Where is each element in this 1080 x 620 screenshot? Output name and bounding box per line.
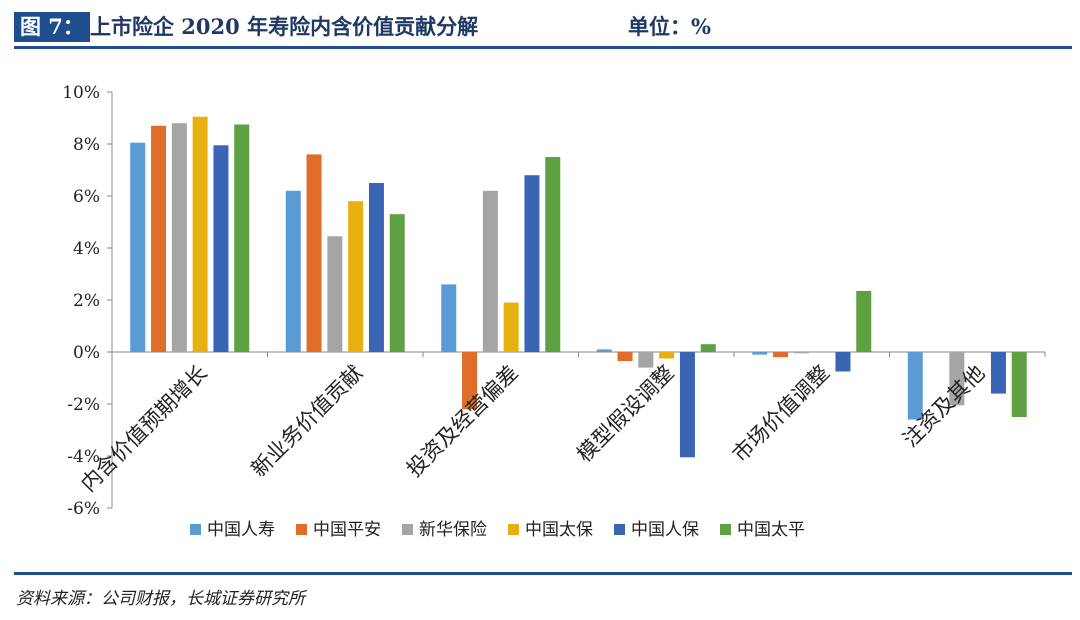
y-tick-label: -4%: [67, 447, 100, 467]
y-tick-label: 8%: [73, 135, 100, 155]
bar: [638, 352, 654, 368]
figure-label: 图 7：: [14, 12, 90, 42]
bar: [171, 123, 187, 352]
legend-swatch: [190, 524, 201, 535]
legend-swatch: [508, 524, 519, 535]
bar: [192, 116, 208, 352]
bar: [856, 290, 872, 352]
bar: [306, 154, 322, 352]
legend-swatch: [614, 524, 625, 535]
category-label: 内含价值预期增长: [76, 361, 212, 497]
legend-swatch: [720, 524, 731, 535]
y-tick-label: 0%: [73, 343, 100, 363]
bar: [285, 190, 301, 352]
bar: [617, 352, 633, 362]
title-divider: [14, 46, 1072, 49]
bar: [462, 352, 478, 410]
y-tick-label: 6%: [73, 187, 100, 207]
chart-title: 上市险企 2020 年寿险内含价值贡献分解: [90, 14, 479, 39]
bar: [213, 145, 229, 352]
y-tick-label: 2%: [73, 291, 100, 311]
bar: [835, 352, 851, 372]
bar-chart: 10%8%6%4%2%0%-2%-4%-6%内含价值预期增长 新业务价值贡献 投资及…: [62, 83, 1046, 540]
legend-label: 新华保险: [419, 520, 487, 540]
legend-label: 中国人寿: [207, 520, 275, 540]
unit-label: 单位：%: [628, 14, 711, 39]
bar: [752, 352, 768, 355]
legend-label: 中国平安: [313, 520, 381, 540]
bar: [907, 352, 923, 420]
category-label: 模型假设调整: [572, 361, 678, 467]
bar: [1011, 352, 1027, 417]
y-tick-label: -2%: [67, 395, 100, 415]
source-divider: [14, 572, 1072, 575]
legend-swatch: [402, 524, 413, 535]
bar: [130, 142, 146, 352]
bar: [679, 352, 695, 458]
source-note: 资料来源：公司财报，长城证券研究所: [16, 589, 305, 609]
bar: [659, 352, 675, 359]
y-tick-label: 10%: [62, 83, 100, 103]
bar: [441, 284, 457, 352]
bar: [368, 183, 384, 352]
bar: [327, 236, 343, 352]
category-label: 市场价值调整: [728, 361, 834, 467]
bar: [482, 190, 498, 352]
bar: [234, 124, 250, 352]
bar: [773, 352, 789, 358]
bar: [524, 175, 540, 352]
legend-swatch: [296, 524, 307, 535]
title-bar: 图 7： 上市险企 2020 年寿险内含价值贡献分解 单位：%: [14, 10, 1072, 46]
y-tick-label: 4%: [73, 239, 100, 259]
bar: [151, 125, 167, 352]
bar: [503, 302, 519, 352]
bar: [545, 157, 561, 352]
bar: [348, 201, 364, 352]
bar: [793, 352, 809, 354]
bar: [700, 344, 716, 352]
bar: [990, 352, 1006, 394]
bar: [949, 352, 965, 406]
bar: [596, 349, 612, 352]
legend-label: 中国太平: [737, 520, 805, 540]
legend-label: 中国人保: [631, 520, 699, 540]
y-tick-label: -6%: [67, 499, 100, 519]
category-label: 新业务价值贡献: [247, 361, 368, 482]
bar: [389, 214, 405, 352]
legend-label: 中国太保: [525, 520, 593, 540]
